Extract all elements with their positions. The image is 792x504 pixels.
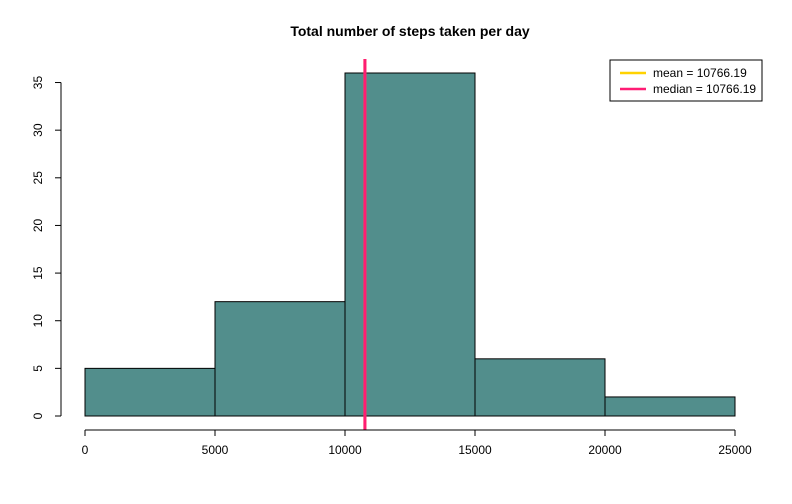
x-tick-label: 20000 [588,443,622,457]
x-tick-label: 0 [82,443,89,457]
x-tick-label: 5000 [202,443,229,457]
histogram-bar-1 [214,301,346,417]
y-tick-label: 5 [31,365,45,372]
y-axis: 0 5 10 15 20 25 30 35 [31,76,62,419]
x-tick-label: 15000 [458,443,492,457]
y-tick-label: 20 [31,218,45,232]
x-tick-label: 10000 [328,443,362,457]
y-tick-label: 0 [31,412,45,419]
y-tick-label: 10 [31,314,45,328]
x-tick-label: 25000 [718,443,752,457]
legend-label-mean: mean = 10766.19 [653,66,747,80]
histogram-bar-3 [474,358,606,417]
chart-title: Total number of steps taken per day [290,23,530,39]
y-tick-label: 30 [31,123,45,137]
legend: mean = 10766.19 median = 10766.19 [609,59,763,102]
histogram-bar-0 [84,367,216,417]
legend-box [609,59,763,102]
histogram-bars [84,72,736,417]
y-tick-label: 15 [31,266,45,280]
histogram-bar-2 [344,72,476,417]
y-tick-label: 35 [31,76,45,90]
x-axis: 0 5000 10000 15000 20000 25000 [82,429,752,457]
legend-label-median: median = 10766.19 [653,82,756,96]
y-tick-label: 25 [31,171,45,185]
histogram-bar-4 [604,396,736,417]
